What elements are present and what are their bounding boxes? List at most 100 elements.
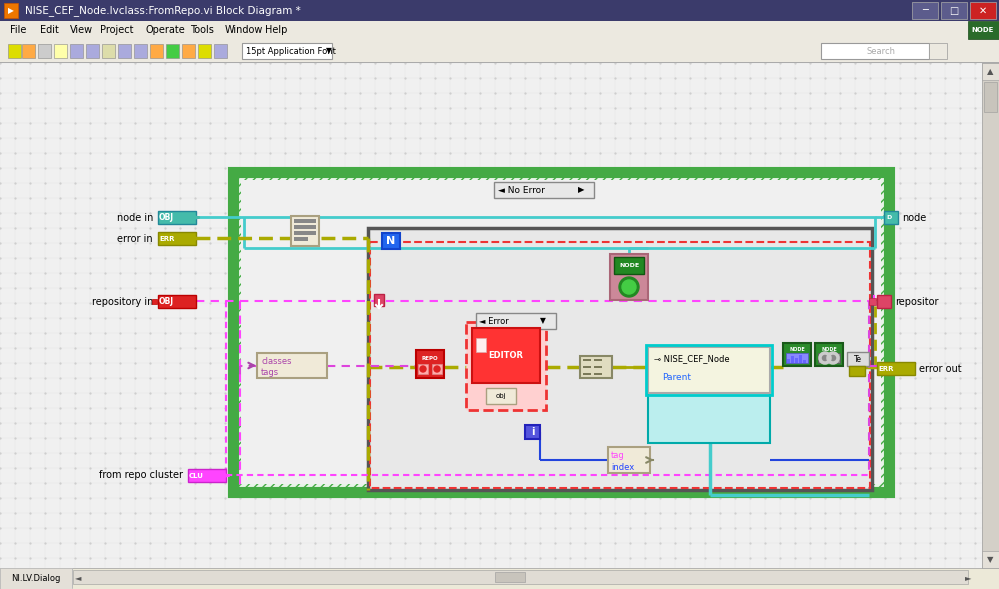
Text: ►: ►: [965, 573, 971, 582]
Text: classes: classes: [261, 356, 292, 366]
Bar: [152, 299, 157, 304]
Bar: [815, 343, 843, 366]
Circle shape: [619, 277, 639, 297]
Bar: [580, 356, 612, 378]
Bar: [476, 313, 556, 329]
Text: tags: tags: [261, 368, 279, 376]
Bar: [0, 0, 999, 21]
Bar: [803, 360, 806, 363]
Circle shape: [420, 366, 426, 372]
Circle shape: [622, 280, 636, 294]
Text: N: N: [387, 236, 396, 246]
Text: ▲: ▲: [987, 67, 993, 76]
Bar: [0, 62, 999, 63]
Bar: [869, 298, 876, 305]
Bar: [382, 233, 400, 249]
Bar: [476, 338, 486, 352]
Bar: [291, 216, 319, 246]
Text: Parent: Parent: [662, 372, 691, 382]
Bar: [786, 353, 808, 363]
Bar: [242, 43, 332, 59]
Bar: [166, 44, 179, 58]
Text: EDITOR: EDITOR: [489, 350, 523, 359]
Text: Operate: Operate: [145, 25, 185, 35]
Text: NISE_CEF_Node.lvclass:FromRepo.vi Block Diagram *: NISE_CEF_Node.lvclass:FromRepo.vi Block …: [25, 5, 301, 16]
Text: repository in: repository in: [92, 296, 153, 306]
Bar: [968, 21, 999, 39]
Bar: [294, 225, 316, 229]
Text: ✕: ✕: [979, 5, 987, 15]
Bar: [0, 21, 999, 39]
Text: NODE: NODE: [619, 263, 639, 268]
Bar: [233, 172, 889, 492]
Bar: [158, 232, 196, 245]
Text: ERR: ERR: [878, 366, 893, 372]
Text: error in: error in: [117, 233, 153, 243]
Bar: [614, 257, 644, 274]
Text: ERR: ERR: [159, 236, 175, 241]
Bar: [182, 44, 195, 58]
Bar: [198, 44, 211, 58]
Bar: [912, 2, 938, 19]
Text: error out: error out: [919, 363, 962, 373]
Text: OBJ: OBJ: [159, 297, 174, 306]
Bar: [73, 570, 968, 584]
Bar: [877, 362, 915, 375]
Bar: [849, 366, 865, 376]
Bar: [982, 63, 999, 80]
Bar: [118, 44, 131, 58]
Bar: [416, 350, 444, 378]
Bar: [374, 294, 384, 306]
Bar: [8, 44, 21, 58]
Text: CLU: CLU: [189, 472, 204, 478]
Bar: [54, 44, 67, 58]
Bar: [787, 359, 790, 363]
Text: i: i: [530, 427, 534, 437]
Bar: [72, 569, 73, 588]
Text: node: node: [902, 213, 926, 223]
Bar: [884, 211, 898, 224]
Bar: [486, 388, 516, 404]
Text: □: □: [949, 5, 959, 15]
Bar: [0, 568, 999, 589]
Text: Te: Te: [854, 355, 862, 363]
Bar: [257, 353, 327, 378]
Text: repositor: repositor: [895, 296, 938, 306]
Bar: [795, 358, 798, 363]
Bar: [648, 347, 770, 393]
Text: obj: obj: [496, 393, 506, 399]
Text: ─: ─: [922, 5, 928, 15]
Bar: [608, 447, 650, 473]
Text: NODE: NODE: [821, 346, 837, 352]
Text: ▼: ▼: [987, 555, 993, 564]
Text: ▶: ▶: [578, 186, 584, 194]
Text: Help: Help: [265, 25, 288, 35]
Bar: [432, 364, 442, 374]
Bar: [877, 295, 891, 308]
Bar: [294, 219, 316, 223]
Text: NI.LV.Dialog: NI.LV.Dialog: [11, 574, 61, 583]
Bar: [970, 2, 996, 19]
Bar: [241, 180, 881, 484]
Circle shape: [434, 366, 440, 372]
Bar: [368, 228, 872, 490]
Text: index: index: [611, 462, 634, 472]
Bar: [70, 44, 83, 58]
Bar: [158, 295, 196, 308]
Text: Project: Project: [100, 25, 134, 35]
Text: Tools: Tools: [190, 25, 214, 35]
Bar: [294, 231, 316, 235]
Text: from repo cluster: from repo cluster: [99, 471, 183, 481]
Text: ◄ Error: ◄ Error: [479, 316, 508, 326]
Text: NODE: NODE: [972, 27, 994, 33]
Text: Edit: Edit: [40, 25, 59, 35]
Text: D: D: [886, 215, 891, 220]
Text: ◄: ◄: [75, 573, 82, 582]
Text: ⊸ NISE_CEF_Node: ⊸ NISE_CEF_Node: [654, 355, 729, 363]
Bar: [158, 211, 196, 224]
Bar: [610, 254, 648, 300]
Text: ▼: ▼: [540, 316, 545, 326]
Bar: [134, 44, 147, 58]
Bar: [22, 44, 35, 58]
Text: Search: Search: [867, 47, 896, 55]
